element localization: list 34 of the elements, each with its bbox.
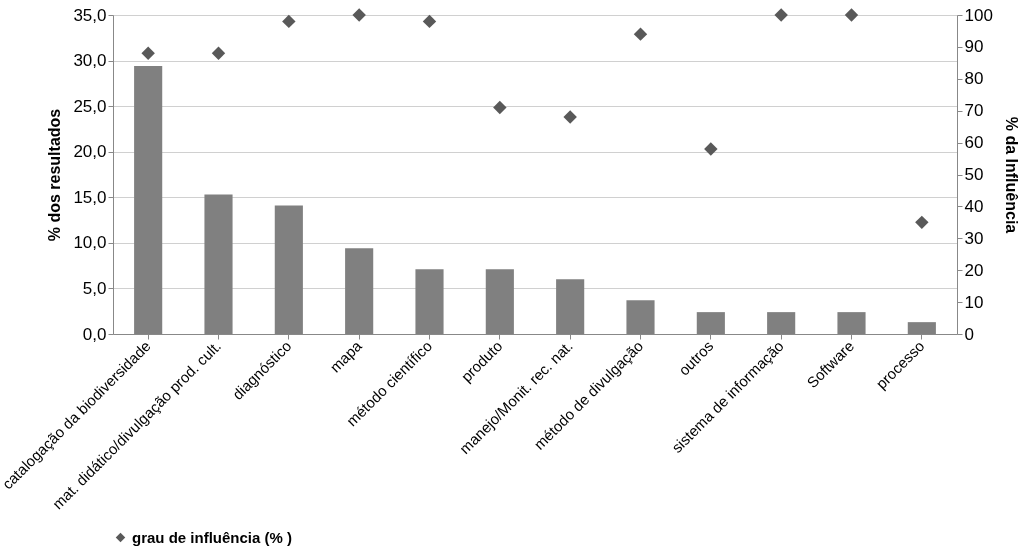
y-tick-label: 35,0 [73,5,107,25]
point [633,27,648,41]
point [493,100,507,115]
point [774,8,788,22]
point [422,14,437,29]
y2-tick-label: 60 [964,133,984,153]
legend-label: grau de influência (% ) [132,528,293,546]
y-tick-label: 0,0 [82,324,107,344]
y2-tick-label: 90 [964,37,984,57]
y-tick-label: 5,0 [82,278,107,298]
point [352,8,366,22]
point [915,215,929,230]
y2-axis-title: % da Influência [1002,116,1020,234]
y-axis-title: % dos resultados [46,108,64,242]
point [704,142,718,156]
y2-tick-label: 40 [964,196,984,216]
y2-tick-label: 10 [964,292,984,312]
y-tick-label: 15,0 [73,187,107,207]
point [844,8,859,22]
point [563,110,577,124]
y2-tick-label: 0 [964,324,974,344]
y-tick-label: 10,0 [73,233,107,253]
y2-tick-label: 20 [964,260,984,280]
y2-tick-label: 70 [964,101,984,121]
point [282,14,296,29]
y2-tick-label: 80 [964,69,984,89]
y-tick-label: 25,0 [73,96,107,116]
y-tick-label: 30,0 [73,51,107,71]
point [211,46,226,60]
point [141,46,155,60]
y2-tick-label: 50 [964,165,984,184]
y2-tick-label: 100 [964,5,993,25]
y-tick-label: 20,0 [73,142,107,162]
y2-tick-label: 30 [964,228,984,248]
